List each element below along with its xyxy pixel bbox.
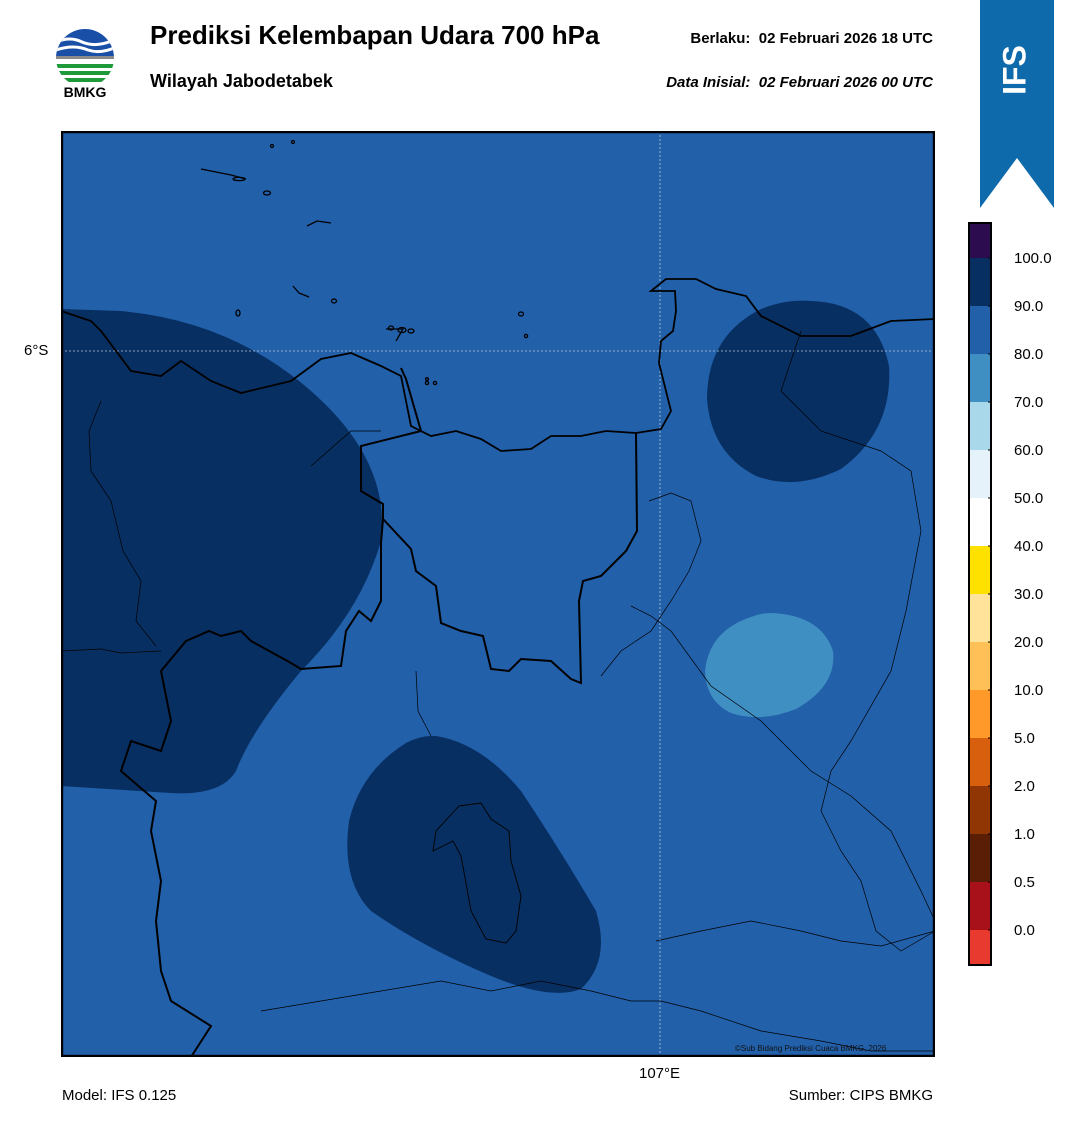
colorbar-segment <box>968 498 992 546</box>
init-value: 02 Februari 2026 00 UTC <box>758 74 933 91</box>
colorbar-segment <box>968 222 992 258</box>
colorbar-label: 100.0 <box>1014 250 1052 267</box>
field-90-100-west <box>61 309 383 794</box>
regency-boundaries <box>61 330 935 1052</box>
ifs-ribbon-text: IFS <box>996 45 1032 95</box>
coastline <box>61 278 935 452</box>
colorbar-label: 20.0 <box>1014 634 1044 651</box>
colorbar-segment <box>968 450 992 498</box>
colorbar <box>968 222 992 966</box>
colorbar-segment <box>968 594 992 642</box>
colorbar-segment <box>968 642 992 690</box>
highland-outline <box>432 802 522 944</box>
colorbar-label: 60.0 <box>1014 442 1044 459</box>
map-subtitle: Wilayah Jabodetabek <box>150 71 333 91</box>
latitude-label: 6°S <box>24 342 49 359</box>
valid-value: 02 Februari 2026 18 UTC <box>758 30 933 47</box>
colorbar-segment <box>968 834 992 882</box>
colorbar-label: 90.0 <box>1014 298 1044 315</box>
colorbar-label: 0.5 <box>1014 874 1035 891</box>
logo-text: BMKG <box>63 84 107 100</box>
valid-time: Berlaku: 02 Februari 2026 18 UTC <box>690 30 933 47</box>
colorbar-label: 50.0 <box>1014 490 1044 507</box>
bmkg-logo <box>56 29 114 87</box>
field-90-100-south <box>347 735 601 993</box>
init-time: Data Inisial: 02 Februari 2026 00 UTC <box>666 74 933 91</box>
colorbar-segment <box>968 258 992 306</box>
map-frame <box>61 131 935 1057</box>
copyright-credit: ©Sub Bidang Prediksi Cuaca BMKG, 2026 <box>735 1044 887 1053</box>
longitude-label: 107°E <box>639 1065 681 1082</box>
field-70-80 <box>705 613 834 718</box>
humidity-map <box>61 131 935 1057</box>
valid-label: Berlaku: <box>690 30 751 47</box>
field-90-100-northeast <box>707 300 890 483</box>
map-title: Prediksi Kelembapan Udara 700 hPa <box>150 20 600 50</box>
colorbar-segment <box>968 786 992 834</box>
province-boundary <box>119 367 639 1057</box>
colorbar-label: 40.0 <box>1014 538 1044 555</box>
colorbar-segment <box>968 354 992 402</box>
thousand-islands <box>200 139 529 386</box>
colorbar-label: 5.0 <box>1014 730 1035 747</box>
colorbar-label: 1.0 <box>1014 826 1035 843</box>
init-label: Data Inisial: <box>666 74 751 91</box>
colorbar-segment <box>968 306 992 354</box>
colorbar-label: 0.0 <box>1014 922 1035 939</box>
colorbar-label: 2.0 <box>1014 778 1035 795</box>
colorbar-segment <box>968 402 992 450</box>
colorbar-segment <box>968 738 992 786</box>
model-footer: Model: IFS 0.125 <box>62 1087 177 1104</box>
colorbar-segment <box>968 690 992 738</box>
colorbar-label: 70.0 <box>1014 394 1044 411</box>
colorbar-segment <box>968 546 992 594</box>
colorbar-label: 30.0 <box>1014 586 1044 603</box>
colorbar-segment <box>968 882 992 930</box>
ifs-ribbon: IFS <box>980 0 1054 208</box>
source-footer: Sumber: CIPS BMKG <box>788 1087 933 1104</box>
colorbar-label: 80.0 <box>1014 346 1044 363</box>
colorbar-segment <box>968 930 992 966</box>
colorbar-label: 10.0 <box>1014 682 1044 699</box>
